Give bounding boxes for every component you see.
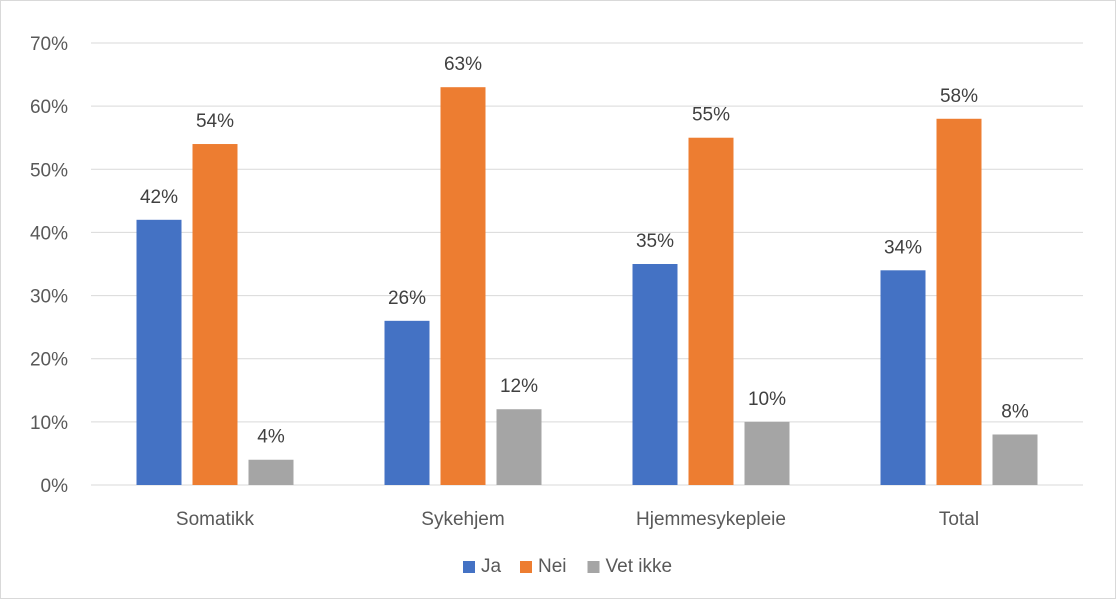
data-label: 58%: [940, 86, 978, 107]
bar: [936, 118, 982, 486]
legend-entry: Vet ikke: [606, 556, 673, 577]
x-tick-label: Hjemmesykepleie: [636, 509, 786, 530]
bar: [248, 459, 294, 485]
data-label: 34%: [884, 237, 922, 258]
data-label: 42%: [140, 187, 178, 208]
data-label: 8%: [1001, 401, 1029, 422]
bar: [688, 137, 734, 485]
data-label: 63%: [444, 54, 482, 75]
data-label: 10%: [748, 389, 786, 410]
legend-swatch: [587, 561, 600, 573]
data-label: 12%: [500, 376, 538, 397]
legend-entry: Nei: [538, 556, 567, 577]
y-tick-label: 30%: [30, 287, 68, 308]
y-tick-label: 70%: [30, 34, 68, 55]
x-tick-label: Sykehjem: [421, 509, 504, 530]
data-label: 4%: [257, 427, 285, 448]
y-tick-label: 10%: [30, 413, 68, 434]
y-tick-label: 40%: [30, 223, 68, 244]
y-tick-label: 60%: [30, 97, 68, 118]
bar: [744, 421, 790, 485]
y-tick-label: 0%: [41, 476, 69, 497]
data-label: 54%: [196, 111, 234, 132]
bar: [384, 320, 430, 485]
x-tick-label: Total: [939, 509, 979, 530]
data-label: 35%: [636, 231, 674, 252]
x-tick-label: Somatikk: [176, 509, 255, 530]
legend-swatch: [520, 561, 532, 573]
y-tick-label: 20%: [30, 350, 68, 371]
bar: [496, 409, 542, 485]
data-label: 55%: [692, 105, 730, 126]
legend-entry: Ja: [481, 556, 502, 577]
bar: [192, 144, 238, 485]
bar: [440, 87, 486, 485]
data-label: 26%: [388, 288, 426, 309]
legend-swatch: [463, 561, 475, 573]
y-tick-label: 50%: [30, 160, 68, 181]
bar: [992, 434, 1038, 485]
bar: [632, 264, 678, 485]
bar: [880, 270, 926, 485]
bar: [136, 219, 182, 486]
